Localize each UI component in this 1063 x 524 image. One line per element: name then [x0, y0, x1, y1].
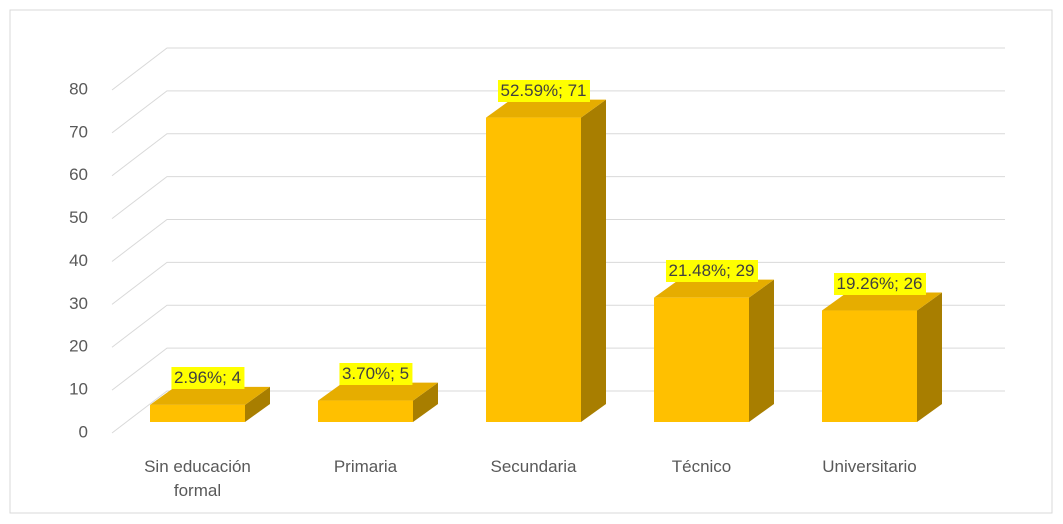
data-label: 2.96%; 4 [170, 366, 245, 389]
data-label: 19.26%; 26 [833, 272, 926, 295]
chart-border [9, 9, 1053, 514]
bar-side [749, 279, 774, 422]
bar [318, 400, 413, 422]
bar-side [581, 99, 606, 423]
y-tick-label: 80 [69, 79, 88, 98]
x-tick-label: Sin educación formal [144, 457, 251, 500]
bar-side [245, 386, 270, 422]
grid-line [111, 176, 1005, 220]
y-tick-label: 70 [69, 122, 88, 141]
bar [486, 117, 581, 423]
x-tick-label: Primaria [333, 457, 398, 476]
y-tick-label: 0 [79, 422, 88, 441]
bar-top [822, 292, 942, 311]
data-label: 52.59%; 71 [497, 79, 590, 102]
y-tick-label: 10 [69, 380, 88, 399]
grid-line [111, 47, 1005, 91]
x-tick-label: Secundaria [490, 457, 577, 476]
bar-side [413, 382, 438, 422]
data-label: 3.70%; 5 [338, 362, 413, 385]
y-tick-label: 30 [69, 294, 88, 313]
x-tick-label: Técnico [671, 457, 732, 476]
bar-top [654, 279, 774, 298]
bar-side [917, 292, 942, 422]
y-tick-label: 50 [69, 208, 88, 227]
grid-line [111, 133, 1005, 177]
x-tick-label: Universitario [822, 457, 917, 476]
bar-top [486, 99, 606, 118]
bar [150, 404, 245, 422]
bar [822, 310, 917, 422]
data-label: 21.48%; 29 [665, 259, 758, 282]
y-tick-label: 60 [69, 165, 88, 184]
bar-top [318, 382, 438, 401]
bar [654, 297, 749, 422]
bar-top [150, 386, 270, 405]
y-tick-label: 20 [69, 337, 88, 356]
y-tick-label: 40 [69, 251, 88, 270]
grid-line [111, 90, 1005, 134]
grid-line [111, 219, 1005, 262]
